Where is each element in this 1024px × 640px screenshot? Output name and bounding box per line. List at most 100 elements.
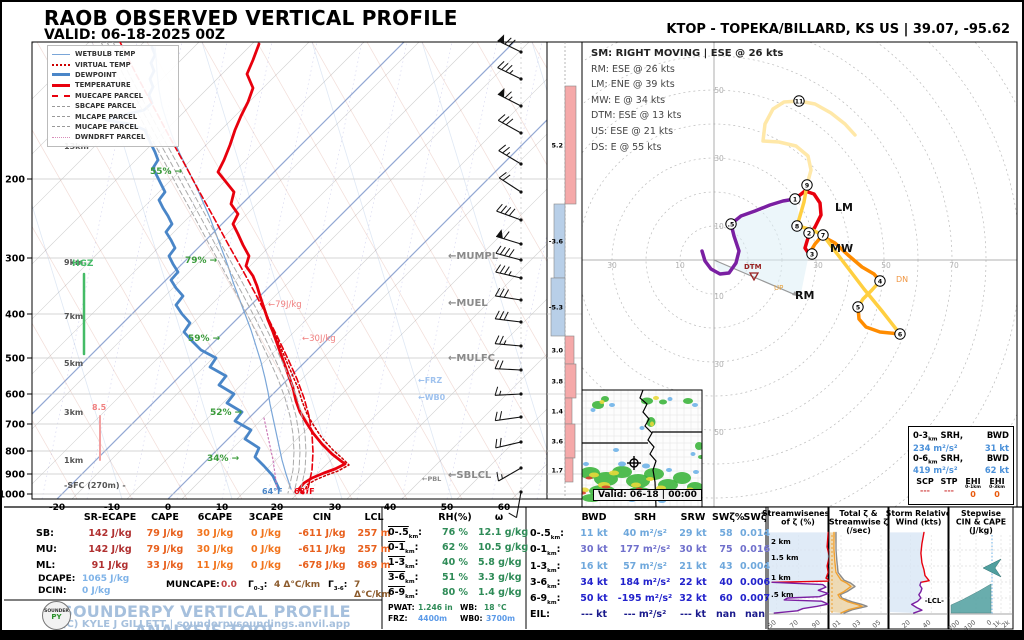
svg-text:RM: RM (795, 289, 814, 302)
svg-text:3.8: 3.8 (551, 378, 563, 386)
moisture-value: 40 % (441, 557, 469, 568)
thermo-header: CIN (312, 512, 332, 523)
svg-text:(J/kg): (J/kg) (969, 526, 993, 535)
svg-text:40: 40 (384, 503, 397, 513)
srh-box-row: 0-3km SRH, BWD (913, 430, 1009, 443)
svg-text:1.4: 1.4 (551, 408, 563, 416)
thermo-extras: DCAPE: 1065 J/kg DCIN: 0 J/kg MUNCAPE: 0.0 Γ0-… (36, 574, 391, 600)
moisture-row-label: 0-1km: (388, 542, 419, 555)
srh-box-param: EHI 0-3km 0 (989, 477, 1005, 500)
srh-box-param: SCP --- (916, 477, 934, 496)
moisture-value: 80 % (441, 587, 469, 598)
shear-value: 75 (719, 544, 733, 556)
dcin-label: DCIN: (38, 586, 67, 596)
legend-line-sample (52, 116, 70, 118)
svg-text:400: 400 (5, 310, 25, 321)
svg-text:70: 70 (788, 618, 799, 629)
svg-text:52% →: 52% → (210, 408, 243, 418)
legend-line-sample (52, 136, 70, 138)
storm-motion-line: US: ESE @ 21 kts (591, 125, 674, 137)
shear-value: 57 m²/s² (623, 560, 667, 572)
thermo-value: 30 J/kg (196, 528, 234, 539)
moisture-value: 3.3 g/kg (478, 572, 522, 583)
shear-header: BWD (581, 512, 607, 523)
svg-text:-20: -20 (49, 503, 65, 513)
srh-box-param: STP --- (940, 477, 958, 496)
figure-bottom-border (2, 630, 1022, 638)
shear-value: 43 (719, 560, 733, 572)
svg-text:10: 10 (714, 292, 724, 301)
svg-text:70: 70 (949, 261, 959, 270)
muncape-label: MUNCAPE: (166, 580, 220, 590)
legend-item: TEMPERATURE (52, 80, 174, 90)
moisture-value: 62 % (441, 542, 469, 553)
legend-item: MUCAPE PARCEL (52, 122, 174, 132)
svg-text:CIN & CAPE: CIN & CAPE (956, 518, 1006, 527)
shear-value: 0.014 (740, 528, 771, 540)
thermo-value: 33 J/kg (146, 560, 184, 571)
hodo-segment-6-9km (795, 183, 902, 336)
thermo-value: 30 J/kg (196, 544, 234, 555)
svg-text:Stepwise: Stepwise (961, 509, 1001, 518)
svg-text:8.5: 8.5 (92, 403, 107, 412)
svg-text:LM: LM (835, 201, 853, 214)
svg-text:50: 50 (714, 86, 724, 95)
srh-box-row: 419 m²/s² 62 kt (913, 465, 1009, 476)
legend-item-label: WETBULB TEMP (75, 50, 136, 59)
hodo-segment-9-12km (761, 99, 857, 187)
svg-text:9km: 9km (64, 258, 83, 267)
moisture-header (388, 510, 432, 525)
svg-text:Total ζ &: Total ζ & (839, 509, 877, 518)
svg-text:10: 10 (216, 503, 229, 513)
legend-item-label: DEWPOINT (75, 70, 117, 79)
svg-text:50: 50 (881, 261, 891, 270)
svg-text:3.0: 3.0 (551, 347, 563, 355)
svg-text:←MULFC: ←MULFC (448, 353, 495, 364)
shear-value: 184 m²/s² (619, 576, 671, 588)
svg-text:-5.3: -5.3 (549, 304, 563, 312)
valid-time: VALID: 06-18-2025 00Z (44, 27, 226, 43)
thermo-value: 869 m (357, 560, 391, 571)
svg-text:60: 60 (498, 503, 511, 513)
svg-text:1: 1 (793, 196, 797, 203)
page-title: RAOB OBSERVED VERTICAL PROFILE (44, 6, 458, 30)
shear-value: 58 (719, 528, 733, 540)
thermo-value: 0 J/kg (250, 560, 282, 571)
thermo-header: 6CAPE (197, 512, 233, 523)
storm-motion-line: LM: ENE @ 39 kts (591, 79, 675, 91)
svg-text:700: 700 (5, 420, 25, 431)
svg-text:MW: MW (830, 242, 853, 255)
thermo-header: SR-ECAPE (83, 512, 137, 523)
srh-box-param: EHI 0-1km 0 (965, 477, 981, 500)
svg-text:HGZ: HGZ (72, 259, 94, 269)
svg-text:(/sec): (/sec) (846, 526, 871, 535)
svg-text:64°F: 64°F (262, 487, 283, 496)
svg-text:50: 50 (766, 618, 777, 629)
thermo-value: 142 J/kg (88, 528, 132, 539)
svg-text:3: 3 (810, 251, 814, 258)
svg-text:30: 30 (607, 261, 617, 270)
legend-item: SBCAPE PARCEL (52, 101, 174, 111)
svg-text:-LCL-: -LCL- (925, 597, 944, 605)
moisture-row-label: 1-3km: (388, 557, 419, 570)
svg-text:79% →: 79% → (185, 256, 218, 266)
shear-value: 21 kt (679, 560, 707, 572)
thermo-row-label: SB: (36, 528, 54, 539)
logo-text-bottom: PY (51, 613, 62, 621)
moisture-value: 1.4 g/kg (478, 587, 522, 598)
svg-text:59% →: 59% → (188, 334, 221, 344)
shear-value: 29 kt (679, 528, 707, 540)
svg-text:-3.6: -3.6 (549, 238, 564, 246)
srh-box-row: 0-6km SRH, BWD (913, 452, 1009, 466)
svg-text:←SBLCL: ←SBLCL (448, 470, 492, 481)
gamma-3-6-value: 7 Δ°C/km (354, 580, 391, 600)
thermo-grid: SR-ECAPE CAPE 6CAPE 3CAPE CIN LCL SB: 142 J/kg 7… (36, 510, 391, 574)
svg-text:-SFC (270m) -: -SFC (270m) - (64, 481, 126, 490)
shear-value: 34 kt (580, 576, 608, 588)
shear-value: nan (745, 609, 765, 621)
svg-text:34% →: 34% → (207, 454, 240, 464)
svg-text:5km: 5km (64, 359, 83, 368)
shear-value: 30 kt (580, 544, 608, 556)
svg-text:←PBL: ←PBL (422, 475, 441, 483)
